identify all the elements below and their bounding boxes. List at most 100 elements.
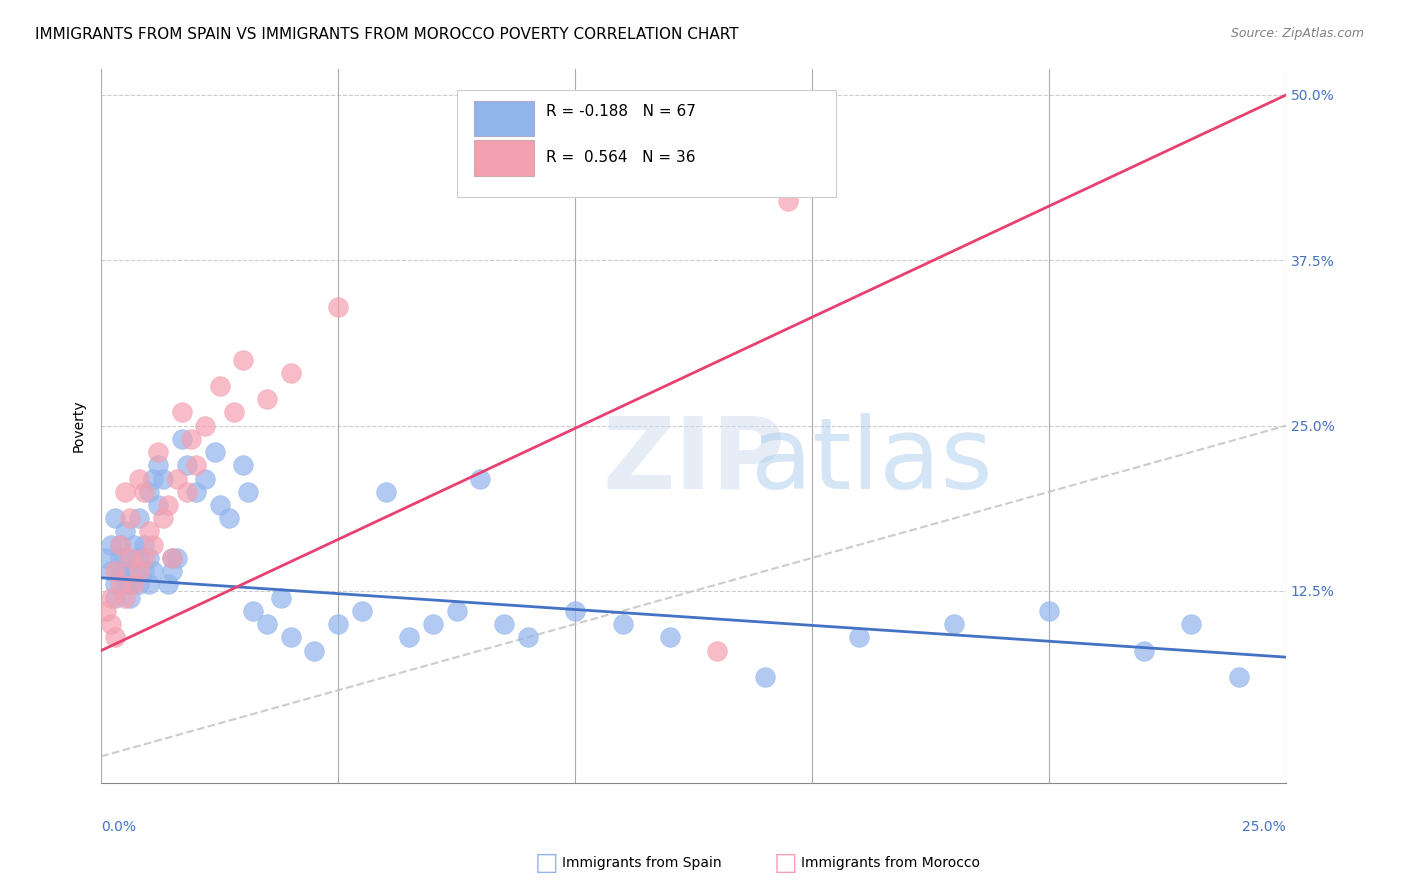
Text: □: □: [773, 851, 797, 875]
Point: [128, 550, 150, 565]
Point: [176, 458, 198, 473]
Point: [118, 577, 141, 591]
Point: [108, 538, 131, 552]
Point: [142, 472, 165, 486]
Point: [256, 617, 278, 632]
Point: [114, 550, 136, 565]
Point: [374, 484, 396, 499]
Point: [208, 379, 231, 393]
Point: [152, 511, 174, 525]
Point: [184, 458, 207, 473]
Point: [132, 564, 155, 578]
Point: [104, 577, 127, 591]
Point: [114, 484, 136, 499]
Point: [218, 511, 240, 525]
Point: [146, 458, 169, 473]
Point: [658, 630, 681, 644]
Point: [256, 392, 278, 407]
Point: [128, 564, 150, 578]
FancyBboxPatch shape: [474, 140, 534, 176]
Point: [778, 194, 800, 208]
Point: [184, 484, 207, 499]
Point: [304, 643, 326, 657]
Point: [100, 617, 122, 632]
Point: [943, 617, 966, 632]
Point: [170, 432, 193, 446]
Point: [128, 577, 150, 591]
Point: [162, 564, 184, 578]
Text: Immigrants from Morocco: Immigrants from Morocco: [801, 855, 980, 870]
Point: [114, 564, 136, 578]
Point: [114, 524, 136, 539]
Point: [422, 617, 444, 632]
Point: [242, 604, 264, 618]
Point: [162, 550, 184, 565]
Point: [280, 366, 302, 380]
Point: [754, 670, 776, 684]
Point: [104, 511, 127, 525]
Point: [176, 484, 198, 499]
Point: [350, 604, 373, 618]
Point: [118, 550, 141, 565]
Point: [100, 591, 122, 605]
Point: [146, 498, 169, 512]
Text: ZIP: ZIP: [602, 413, 785, 510]
Point: [232, 352, 254, 367]
Point: [492, 617, 515, 632]
Point: [194, 472, 217, 486]
Point: [162, 550, 184, 565]
Point: [100, 564, 122, 578]
Point: [270, 591, 292, 605]
Point: [142, 538, 165, 552]
Point: [156, 577, 179, 591]
Point: [118, 511, 141, 525]
Point: [108, 550, 131, 565]
Point: [118, 591, 141, 605]
Point: [180, 432, 202, 446]
Point: [128, 511, 150, 525]
Point: [398, 630, 420, 644]
Point: [328, 300, 350, 314]
Point: [166, 472, 188, 486]
Point: [108, 538, 131, 552]
Text: 25.0%: 25.0%: [1243, 820, 1286, 834]
Point: [94, 604, 117, 618]
Point: [104, 564, 127, 578]
Point: [446, 604, 468, 618]
Point: [1038, 604, 1060, 618]
Point: [470, 472, 492, 486]
Point: [236, 484, 259, 499]
Point: [132, 550, 155, 565]
Point: [124, 538, 146, 552]
Point: [114, 577, 136, 591]
Point: [208, 498, 231, 512]
Text: Immigrants from Spain: Immigrants from Spain: [562, 855, 723, 870]
Point: [146, 445, 169, 459]
Point: [114, 591, 136, 605]
Point: [1133, 643, 1156, 657]
Point: [138, 577, 160, 591]
Point: [104, 591, 127, 605]
Point: [516, 630, 538, 644]
Point: [194, 418, 217, 433]
Point: [170, 405, 193, 419]
Point: [706, 643, 728, 657]
Point: [612, 617, 634, 632]
Text: atlas: atlas: [751, 413, 993, 510]
Point: [132, 484, 155, 499]
FancyBboxPatch shape: [474, 101, 534, 136]
Point: [132, 538, 155, 552]
Point: [124, 577, 146, 591]
Point: [204, 445, 226, 459]
Point: [166, 550, 188, 565]
Point: [328, 617, 350, 632]
Point: [104, 630, 127, 644]
Point: [108, 577, 131, 591]
Point: [1227, 670, 1250, 684]
Point: [138, 550, 160, 565]
Point: [1180, 617, 1202, 632]
Point: [156, 498, 179, 512]
Point: [152, 472, 174, 486]
Text: IMMIGRANTS FROM SPAIN VS IMMIGRANTS FROM MOROCCO POVERTY CORRELATION CHART: IMMIGRANTS FROM SPAIN VS IMMIGRANTS FROM…: [35, 27, 738, 42]
Point: [138, 484, 160, 499]
